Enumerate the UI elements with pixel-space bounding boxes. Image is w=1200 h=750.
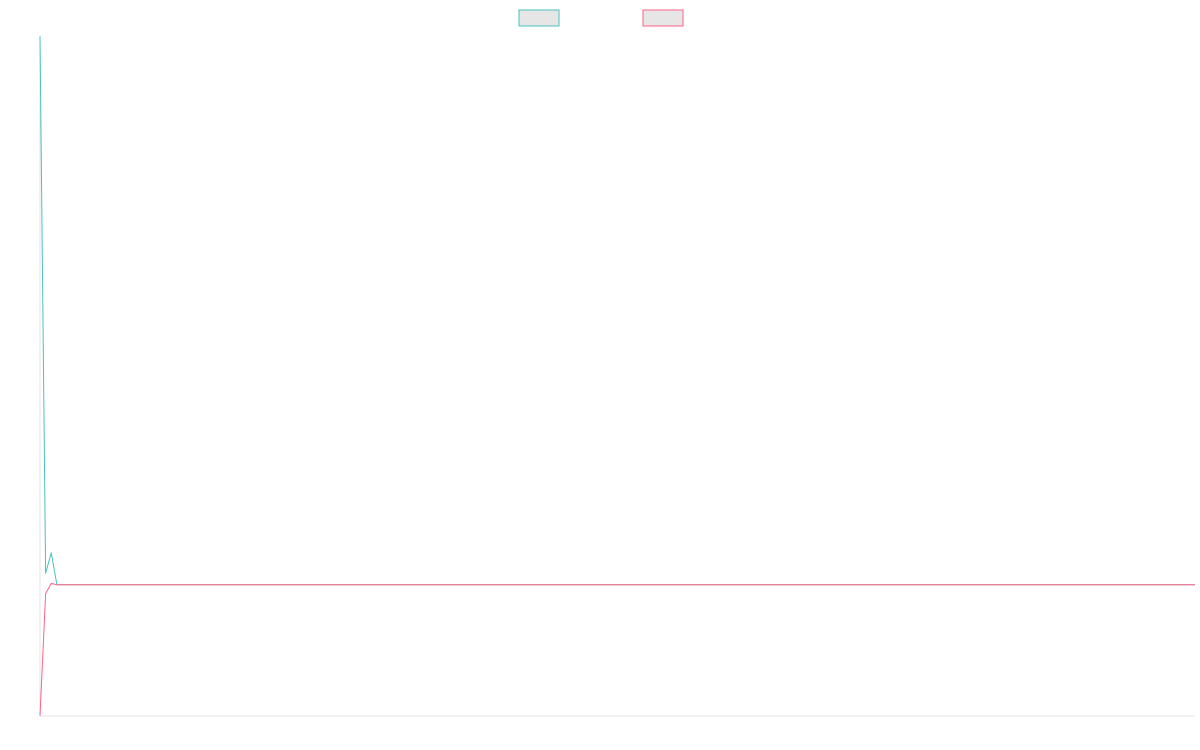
legend-swatch-2[interactable] (642, 9, 684, 27)
chart-axes (39, 36, 1195, 717)
chart-legend (518, 9, 684, 27)
chart-series-layer (39, 35, 1195, 717)
legend-swatch-1[interactable] (518, 9, 560, 27)
series-line-2 (39, 582, 1195, 717)
series-line-1 (39, 35, 1195, 586)
